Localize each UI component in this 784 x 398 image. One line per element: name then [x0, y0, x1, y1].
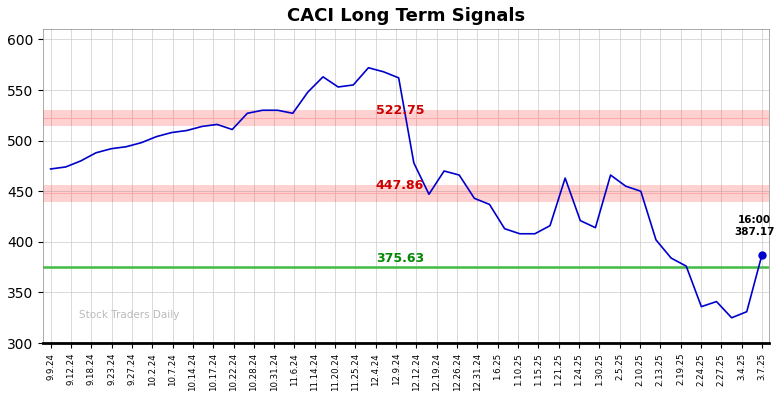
Title: CACI Long Term Signals: CACI Long Term Signals [287, 7, 525, 25]
Bar [43, 109, 769, 126]
Text: 447.86: 447.86 [376, 179, 424, 192]
Text: 375.63: 375.63 [376, 252, 424, 265]
Bar [43, 185, 769, 201]
Text: 522.75: 522.75 [376, 103, 424, 117]
Text: Stock Traders Daily: Stock Traders Daily [79, 310, 180, 320]
Text: 16:00
387.17: 16:00 387.17 [734, 215, 775, 237]
